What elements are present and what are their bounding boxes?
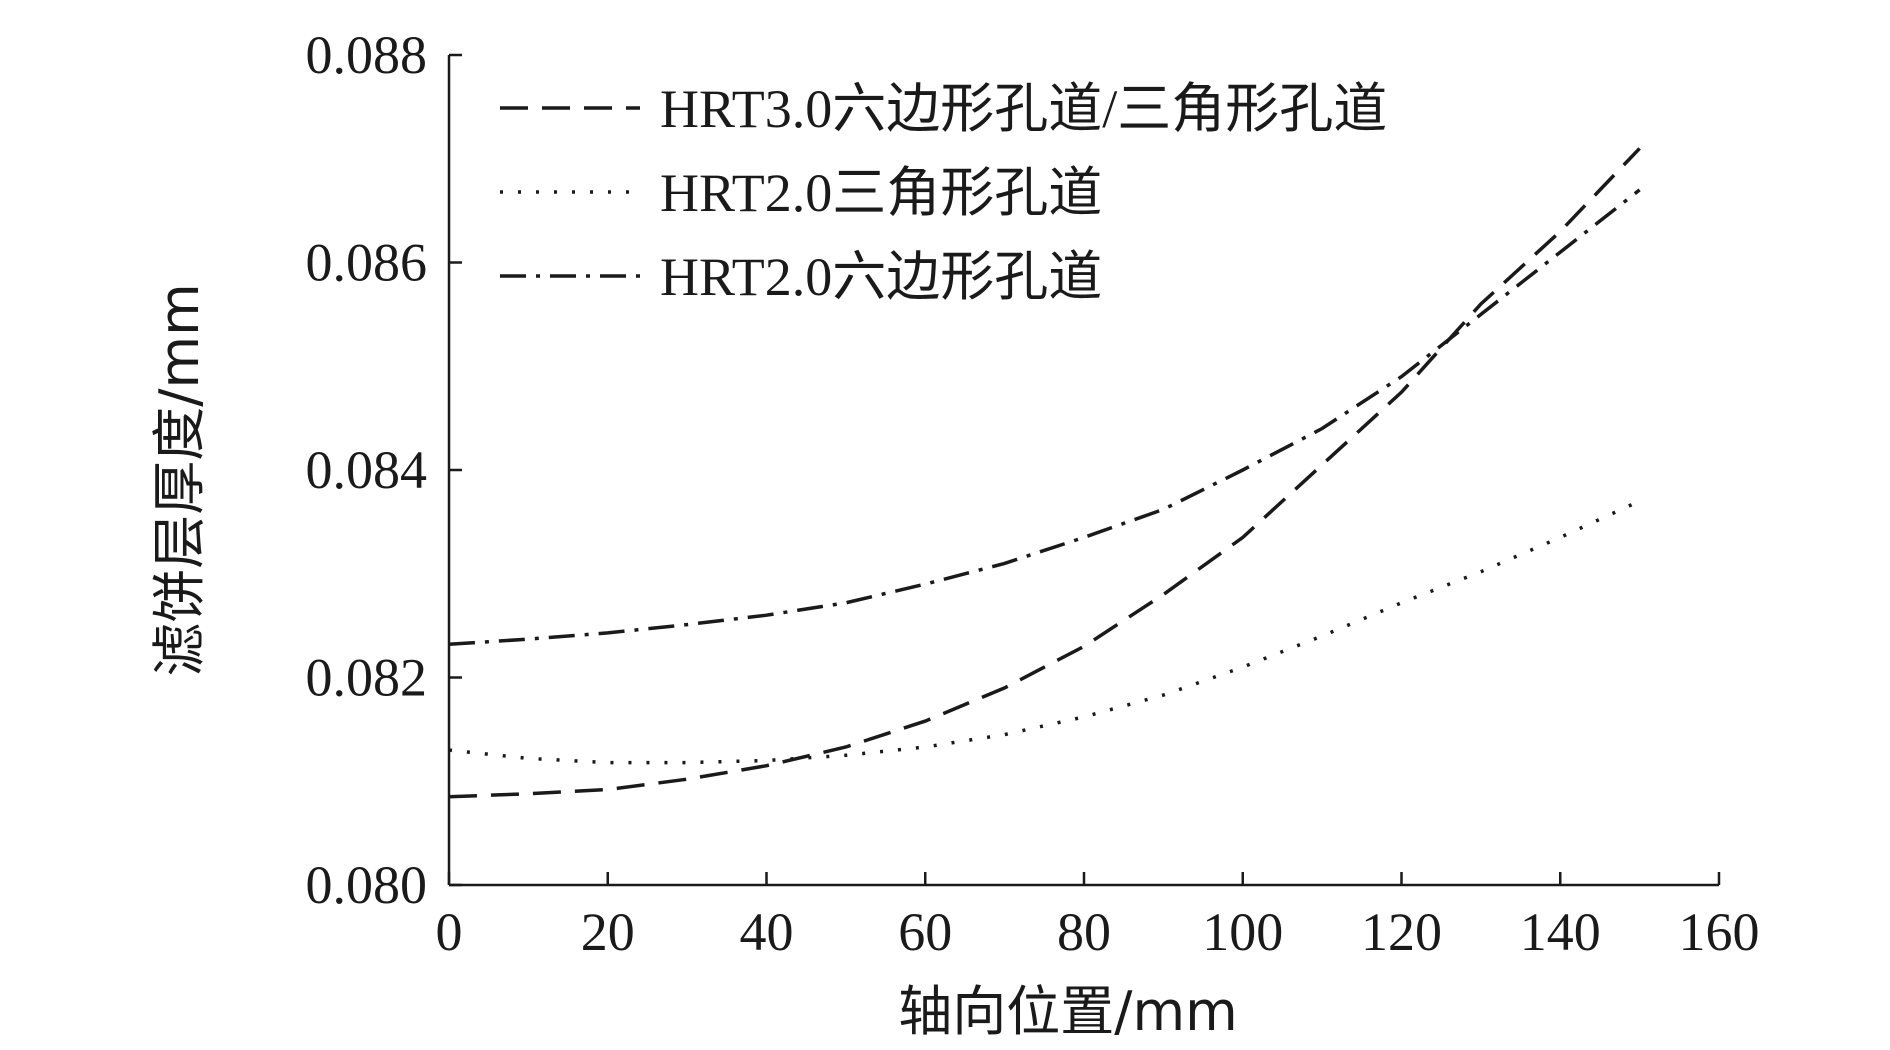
y-tick-label: 0.086 — [306, 233, 428, 293]
x-tick-label: 80 — [1057, 902, 1111, 962]
x-ticks: 0 20 40 60 80 100 120 140 160 — [436, 872, 1760, 962]
y-tick-label: 0.082 — [306, 648, 428, 708]
series-layer — [448, 147, 1641, 799]
legend-label-1: HRT3.0六边形孔道/三角形孔道 — [660, 79, 1387, 139]
legend-label-3: HRT2.0六边形孔道 — [660, 247, 1102, 307]
x-tick-label: 0 — [436, 902, 463, 962]
series-line-1 — [448, 147, 1641, 799]
series-line-2 — [448, 499, 1641, 765]
series-line-3 — [448, 188, 1641, 647]
y-ticks: 0.080 0.082 0.084 0.086 0.088 — [306, 25, 462, 915]
y-tick-label: 0.084 — [306, 440, 428, 500]
x-axis-title: 轴向位置/mm — [898, 980, 1237, 1043]
y-axis-title: 滤饼层厚度/mm — [148, 283, 211, 676]
x-tick-label: 100 — [1202, 902, 1283, 962]
y-tick-label: 0.088 — [306, 25, 428, 85]
x-tick-label: 20 — [581, 902, 635, 962]
legend-label-2: HRT2.0三角形孔道 — [660, 163, 1102, 223]
legend: HRT3.0六边形孔道/三角形孔道 HRT2.0三角形孔道 HRT2.0六边形孔道 — [500, 79, 1387, 307]
x-tick-label: 160 — [1679, 902, 1760, 962]
x-tick-label: 140 — [1520, 902, 1601, 962]
x-tick-label: 60 — [898, 902, 952, 962]
x-tick-label: 120 — [1361, 902, 1442, 962]
y-tick-label: 0.080 — [306, 855, 428, 915]
x-tick-label: 40 — [740, 902, 794, 962]
